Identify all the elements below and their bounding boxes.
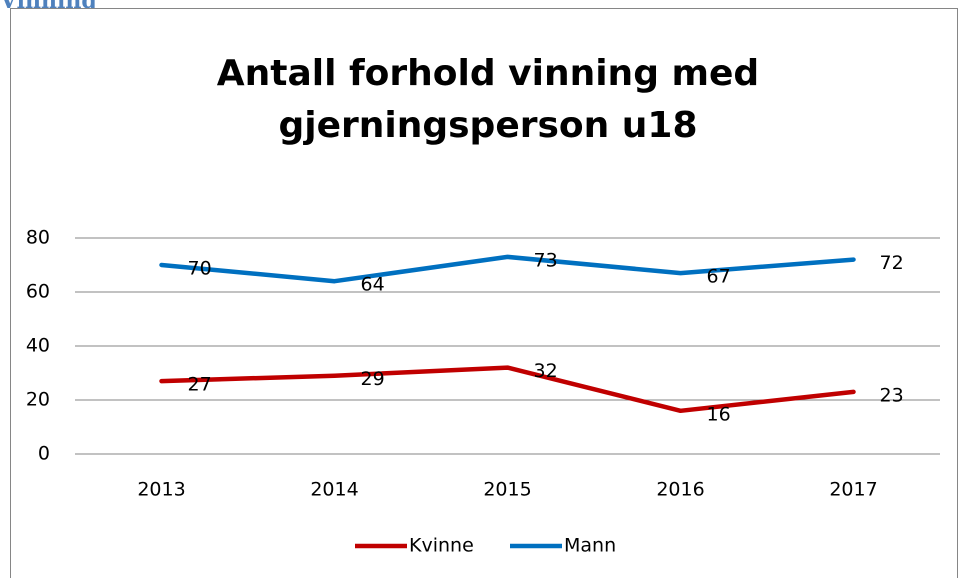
line-series: [159, 365, 856, 414]
x-tick-label: 2014: [310, 479, 358, 501]
legend-label: Kvinne: [409, 535, 474, 557]
chart-title: Antall forhold vinning med: [217, 53, 759, 94]
data-label: 72: [880, 252, 904, 274]
data-label: 32: [534, 360, 558, 382]
x-tick-label: 2016: [656, 479, 704, 501]
data-label: 70: [188, 258, 212, 280]
legend-label: Mann: [564, 535, 616, 557]
data-label: 16: [707, 403, 731, 425]
y-tick-label: 80: [26, 227, 50, 249]
chart-title: gjerningsperson u18: [278, 105, 697, 146]
y-tick-label: 20: [26, 389, 50, 411]
line-series: [159, 254, 856, 284]
x-tick-label: 2017: [829, 479, 877, 501]
data-label: 27: [188, 374, 212, 396]
chart-frame: [10, 8, 958, 578]
data-label: 67: [707, 266, 731, 288]
y-tick-label: 0: [38, 443, 50, 465]
data-label: 73: [534, 249, 558, 271]
y-tick-label: 60: [26, 281, 50, 303]
data-label: 29: [361, 368, 385, 390]
data-label: 23: [880, 384, 904, 406]
x-tick-label: 2013: [137, 479, 185, 501]
x-tick-label: 2015: [483, 479, 531, 501]
data-label: 64: [361, 274, 385, 296]
y-tick-label: 40: [26, 335, 50, 357]
